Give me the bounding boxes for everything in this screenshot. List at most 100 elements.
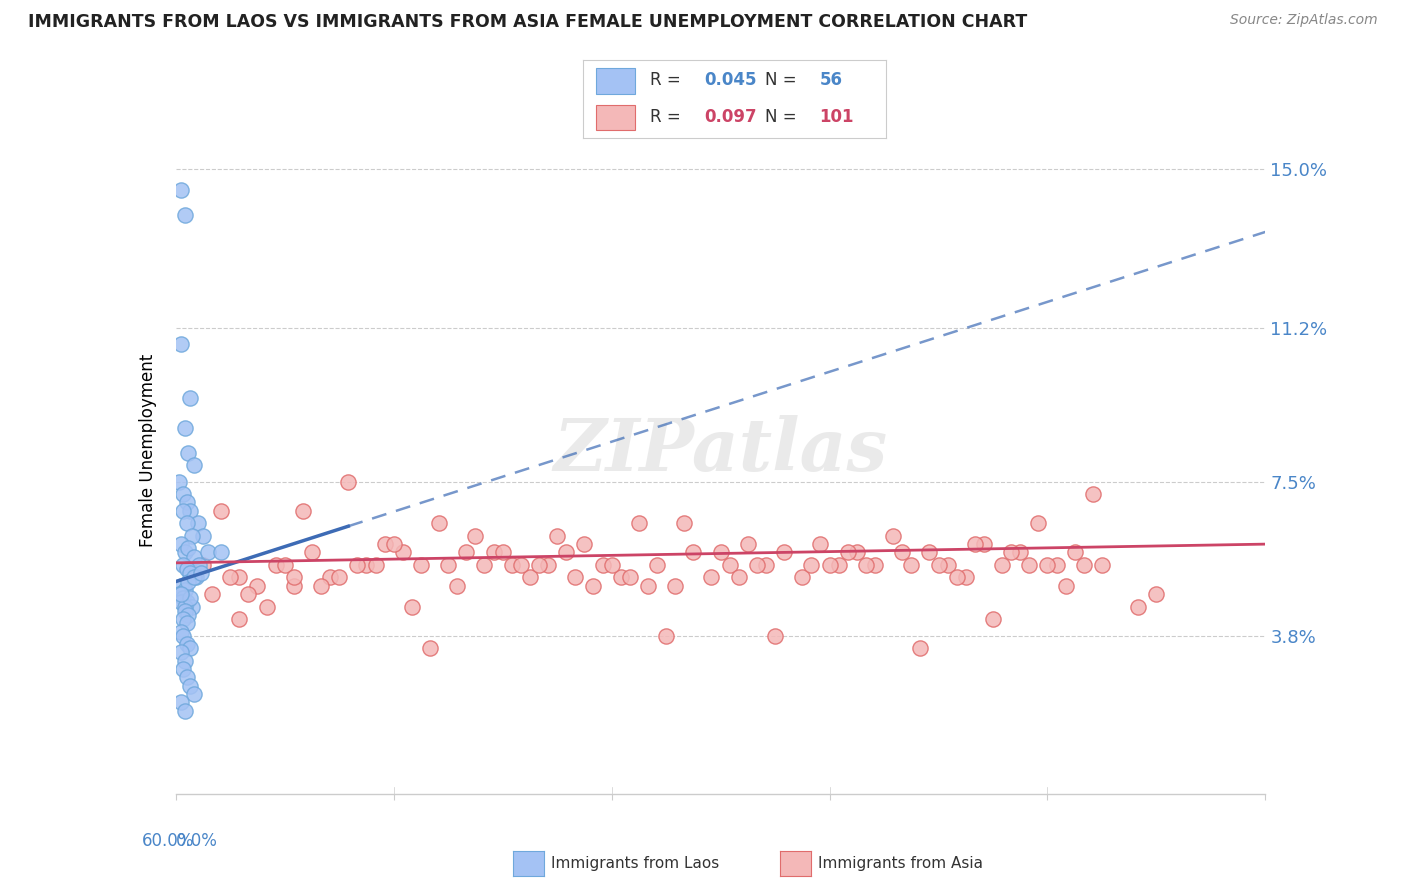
- Point: [176, 595, 198, 609]
- Point: [1010, 545, 1032, 559]
- Point: [173, 582, 195, 597]
- Point: [374, 537, 396, 551]
- Point: [179, 591, 201, 606]
- Point: [1081, 487, 1104, 501]
- Point: [191, 529, 214, 543]
- Point: [1073, 558, 1095, 572]
- Point: [963, 537, 986, 551]
- Point: [446, 579, 468, 593]
- Point: [527, 558, 550, 572]
- Point: [727, 570, 749, 584]
- Point: [172, 612, 194, 626]
- Point: [209, 545, 232, 559]
- Point: [172, 629, 194, 643]
- Text: 56: 56: [820, 71, 842, 89]
- Point: [179, 504, 201, 518]
- Point: [238, 587, 260, 601]
- Point: [186, 516, 209, 531]
- Point: [170, 337, 193, 351]
- Point: [176, 495, 198, 509]
- Point: [700, 570, 723, 584]
- Point: [863, 558, 886, 572]
- Text: Source: ZipAtlas.com: Source: ZipAtlas.com: [1230, 13, 1378, 28]
- Point: [501, 558, 523, 572]
- Point: [600, 558, 623, 572]
- Point: [637, 579, 659, 593]
- Text: N =: N =: [765, 71, 796, 89]
- Point: [1054, 579, 1077, 593]
- Point: [609, 570, 631, 584]
- Point: [177, 607, 200, 622]
- Point: [619, 570, 641, 584]
- Point: [337, 475, 360, 489]
- Point: [172, 558, 194, 572]
- Point: [1000, 545, 1022, 559]
- Text: R =: R =: [650, 108, 681, 126]
- Point: [172, 662, 194, 676]
- Point: [382, 537, 405, 551]
- Point: [177, 574, 200, 589]
- Point: [364, 558, 387, 572]
- Point: [173, 545, 195, 559]
- Point: [464, 529, 486, 543]
- Point: [855, 558, 877, 572]
- Point: [755, 558, 778, 572]
- Point: [845, 545, 868, 559]
- Point: [190, 566, 212, 581]
- Point: [169, 587, 191, 601]
- Point: [170, 624, 193, 639]
- Point: [409, 558, 432, 572]
- Y-axis label: Female Unemployment: Female Unemployment: [139, 354, 157, 547]
- Point: [176, 562, 198, 576]
- Point: [173, 599, 195, 614]
- Point: [745, 558, 768, 572]
- Point: [546, 529, 568, 543]
- Point: [945, 570, 967, 584]
- Point: [509, 558, 531, 572]
- Point: [219, 570, 242, 584]
- Point: [981, 612, 1004, 626]
- Point: [176, 637, 198, 651]
- Point: [228, 612, 250, 626]
- Point: [737, 537, 759, 551]
- Point: [1028, 516, 1050, 531]
- Point: [627, 516, 650, 531]
- Point: [274, 558, 297, 572]
- Point: [170, 183, 193, 197]
- Point: [179, 392, 201, 406]
- Text: Immigrants from Asia: Immigrants from Asia: [818, 856, 983, 871]
- Point: [179, 641, 201, 656]
- Text: ZIPatlas: ZIPatlas: [554, 415, 887, 486]
- Point: [1036, 558, 1059, 572]
- Point: [810, 537, 832, 551]
- Point: [173, 208, 195, 222]
- Point: [256, 599, 278, 614]
- Text: 0.097: 0.097: [704, 108, 756, 126]
- Point: [891, 545, 914, 559]
- Point: [176, 616, 198, 631]
- Point: [1018, 558, 1040, 572]
- Point: [172, 504, 194, 518]
- Point: [179, 566, 201, 581]
- Point: [177, 445, 200, 459]
- Point: [170, 645, 193, 659]
- Point: [673, 516, 696, 531]
- Point: [482, 545, 505, 559]
- Point: [228, 570, 250, 584]
- Point: [537, 558, 560, 572]
- Point: [179, 679, 201, 693]
- Point: [173, 604, 195, 618]
- Point: [519, 570, 541, 584]
- Point: [173, 704, 195, 718]
- Point: [283, 579, 305, 593]
- Point: [170, 579, 193, 593]
- Point: [301, 545, 323, 559]
- Point: [474, 558, 496, 572]
- Point: [183, 549, 205, 564]
- Text: N =: N =: [765, 108, 796, 126]
- Point: [910, 641, 932, 656]
- Point: [419, 641, 441, 656]
- Point: [176, 670, 198, 684]
- Point: [1128, 599, 1150, 614]
- Point: [356, 558, 378, 572]
